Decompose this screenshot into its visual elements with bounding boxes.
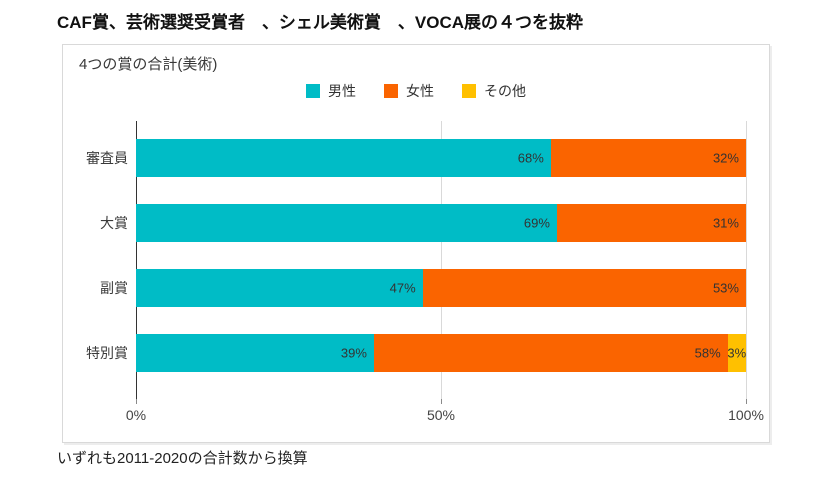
bar-track: 39% 58% 3% <box>136 334 746 372</box>
bar-segment-男性: 69% <box>136 204 557 242</box>
bar-segment-男性: 47% <box>136 269 423 307</box>
data-label: 32% <box>712 150 739 166</box>
gridline <box>746 121 747 399</box>
axis-tick-label: 50% <box>426 407 456 423</box>
axis-tick-label: 0% <box>125 407 147 423</box>
bar-segment-女性: 53% <box>422 269 746 307</box>
bar-segment-男性: 68% <box>136 139 551 177</box>
bar-segment-その他: 3% <box>727 334 747 372</box>
chart-title: 4つの賞の合計(美術) <box>79 56 218 73</box>
data-label: 69% <box>523 215 550 231</box>
data-label: 3% <box>727 345 747 361</box>
bar-row-3: 特別賞 39% 58% 3% <box>63 334 769 372</box>
bar-track: 68% 32% <box>136 139 746 177</box>
bar-row-0: 審査員 68% 32% <box>63 139 769 177</box>
x-axis: 0% 50% 100% <box>126 399 764 429</box>
legend-swatch <box>384 84 398 98</box>
y-axis-line <box>136 121 137 399</box>
data-label: 39% <box>340 345 367 361</box>
data-label: 53% <box>712 280 739 296</box>
legend-swatch <box>462 84 476 98</box>
chart-panel: 4つの賞の合計(美術) 男性 女性 その他 審査員 68% 32% 大賞 69% 31% 副賞 4… <box>62 44 770 443</box>
bar-segment-女性: 58% <box>373 334 728 372</box>
bar-segment-女性: 32% <box>550 139 746 177</box>
legend-swatch <box>306 84 320 98</box>
axis-tick-label: 100% <box>728 407 764 423</box>
axis-tick <box>136 399 137 404</box>
legend-item-0: 男性 <box>306 81 356 101</box>
category-label: 特別賞 <box>86 345 128 361</box>
chart-legend: 男性 女性 その他 <box>63 81 769 101</box>
data-label: 47% <box>389 280 416 296</box>
plot-area: 審査員 68% 32% 大賞 69% 31% 副賞 47% 53% 特別賞 39% 58% 3% <box>63 121 769 399</box>
bar-track: 69% 31% <box>136 204 746 242</box>
bar-row-1: 大賞 69% 31% <box>63 204 769 242</box>
legend-item-1: 女性 <box>384 81 434 101</box>
chart-footnote: いずれも2011-2020の合計数から換算 <box>57 450 308 467</box>
data-label: 31% <box>712 215 739 231</box>
category-label: 審査員 <box>86 150 128 166</box>
bar-track: 47% 53% <box>136 269 746 307</box>
bar-row-2: 副賞 47% 53% <box>63 269 769 307</box>
bar-segment-女性: 31% <box>556 204 746 242</box>
axis-tick <box>746 399 747 404</box>
legend-label: 男性 <box>328 83 356 99</box>
category-label: 副賞 <box>100 280 128 296</box>
legend-label: 女性 <box>406 83 434 99</box>
legend-label: その他 <box>484 83 526 99</box>
page-title: CAF賞、芸術選奨受賞者 、シェル美術賞 、VOCA展の４つを抜粋 <box>57 13 584 32</box>
gridline <box>441 121 442 399</box>
data-label: 58% <box>694 345 721 361</box>
data-label: 68% <box>517 150 544 166</box>
bar-segment-男性: 39% <box>136 334 374 372</box>
grid-layer <box>136 121 747 399</box>
axis-tick <box>441 399 442 404</box>
legend-item-2: その他 <box>462 81 526 101</box>
category-label: 大賞 <box>100 215 128 231</box>
bar-rows: 審査員 68% 32% 大賞 69% 31% 副賞 47% 53% 特別賞 39% 58% 3% <box>63 139 769 399</box>
